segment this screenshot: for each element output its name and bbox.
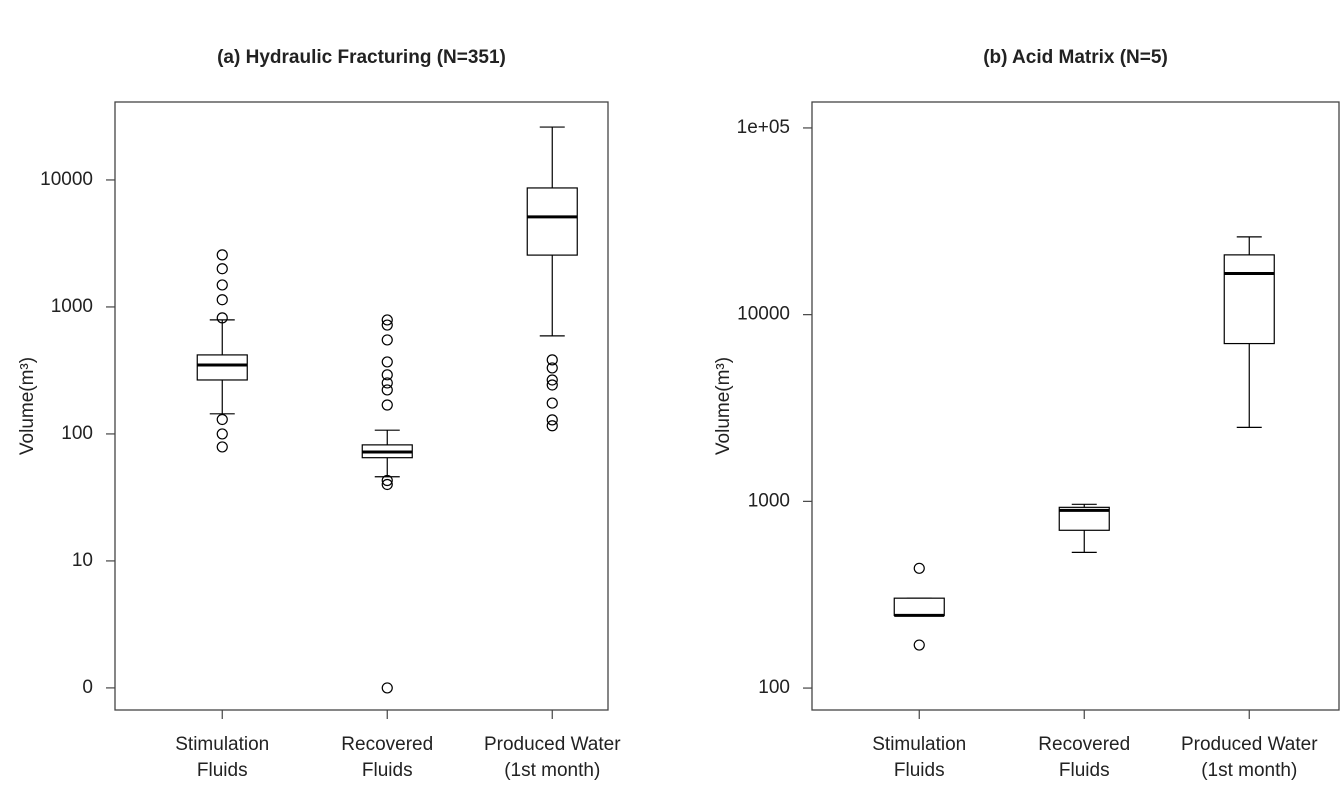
outlier <box>546 354 558 366</box>
outlier <box>546 420 558 432</box>
outlier <box>381 334 393 346</box>
outlier <box>381 384 393 396</box>
x-tick-label: (1st month) <box>504 760 600 781</box>
outlier <box>546 414 558 426</box>
x-tick-label: Recovered <box>341 734 433 755</box>
y-axis-label: Volume(m³) <box>713 357 734 455</box>
y-tick-label: 10000 <box>40 169 93 190</box>
y-tick-label: 1e+05 <box>737 117 790 138</box>
box <box>1223 254 1275 345</box>
outlier <box>381 319 393 331</box>
outlier <box>546 379 558 391</box>
plot-frame <box>811 101 1340 711</box>
outlier <box>216 413 228 426</box>
x-tick-label: Fluids <box>362 760 413 781</box>
y-tick-label: 0 <box>82 677 93 698</box>
outlier <box>381 474 393 487</box>
outlier <box>381 314 393 326</box>
outlier <box>913 639 925 651</box>
box <box>196 354 248 381</box>
outlier <box>381 682 393 694</box>
x-tick-label: Stimulation <box>175 734 269 755</box>
x-tick-label: Recovered <box>1038 734 1130 755</box>
outlier <box>381 356 393 368</box>
x-tick-label: Produced Water <box>1181 734 1318 755</box>
x-tick-label: Fluids <box>1059 760 1110 781</box>
box <box>1058 506 1110 531</box>
box <box>526 187 578 256</box>
outlier <box>216 263 228 275</box>
x-tick-label: Stimulation <box>872 734 966 755</box>
outlier <box>381 377 393 389</box>
x-tick-label: Fluids <box>197 760 248 781</box>
outlier <box>381 399 393 411</box>
chart-title: (b) Acid Matrix (N=5) <box>983 47 1168 68</box>
plot-frame <box>114 101 609 711</box>
outlier <box>216 294 228 306</box>
y-tick-label: 1000 <box>748 490 790 511</box>
x-tick-label: (1st month) <box>1201 760 1297 781</box>
box <box>893 597 945 617</box>
y-tick-label: 100 <box>758 677 790 698</box>
panel: (b) Acid Matrix (N=5) Volume(m³) 100 1000 10… <box>713 47 1340 781</box>
y-tick-label: 100 <box>61 423 93 444</box>
outlier <box>546 374 558 386</box>
y-tick-label: 10000 <box>737 304 790 325</box>
outlier <box>216 312 228 324</box>
panel: (a) Hydraulic Fracturing (N=351) Volume(m… <box>17 47 621 781</box>
outlier <box>216 441 228 453</box>
outlier <box>913 562 925 574</box>
outlier <box>216 249 228 261</box>
chart-title: (a) Hydraulic Fracturing (N=351) <box>217 47 506 68</box>
x-tick-label: Fluids <box>894 760 945 781</box>
outlier <box>381 369 393 381</box>
outlier <box>216 279 228 291</box>
outlier <box>216 428 228 440</box>
y-axis-label: Volume(m³) <box>17 357 38 455</box>
outlier <box>546 362 558 374</box>
y-tick-label: 10 <box>72 550 93 571</box>
y-tick-label: 1000 <box>51 296 93 317</box>
x-tick-label: Produced Water <box>484 734 621 755</box>
outlier <box>546 397 558 409</box>
outlier <box>381 478 393 491</box>
